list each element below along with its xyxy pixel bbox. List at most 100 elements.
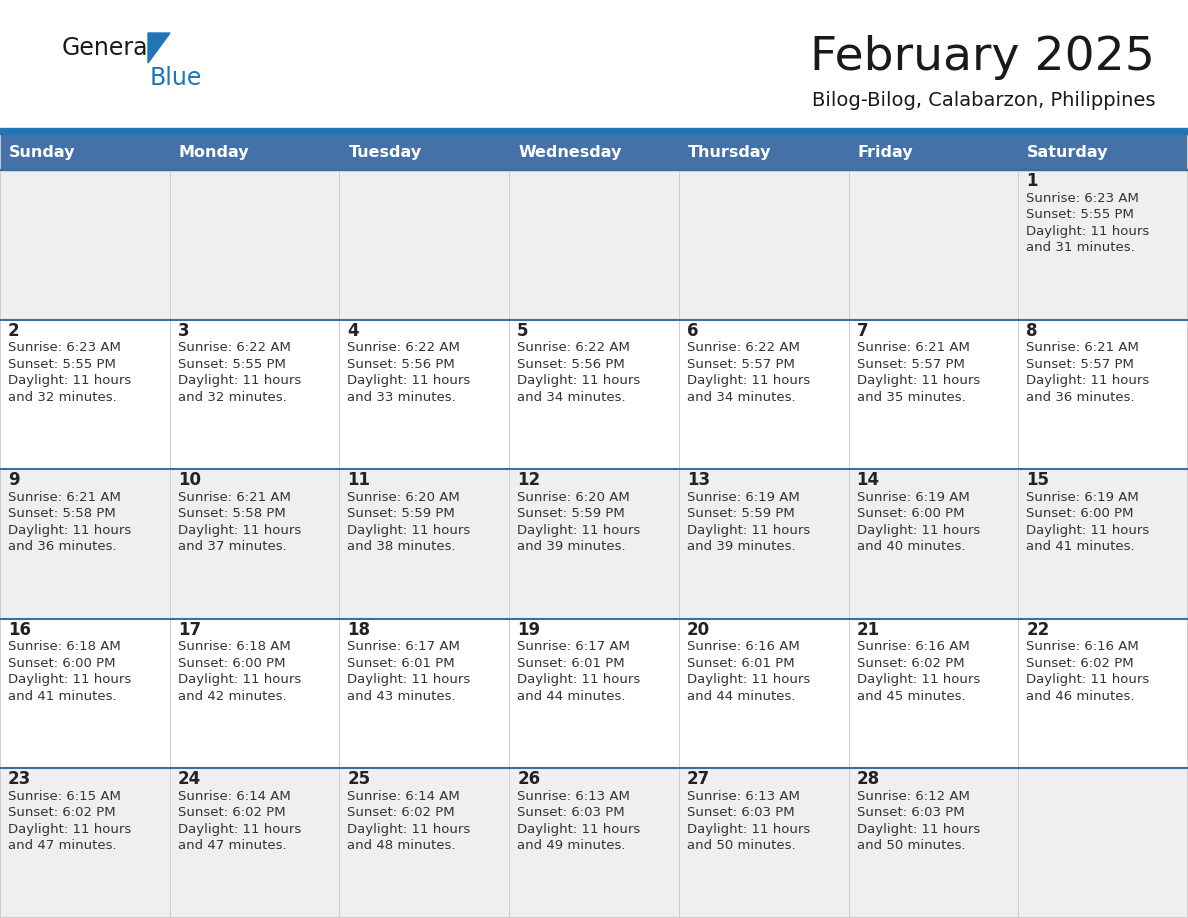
Text: Sunrise: 6:17 AM: Sunrise: 6:17 AM xyxy=(517,640,630,654)
Text: Daylight: 11 hours: Daylight: 11 hours xyxy=(8,823,131,836)
Text: Sunrise: 6:16 AM: Sunrise: 6:16 AM xyxy=(687,640,800,654)
Text: 11: 11 xyxy=(347,471,371,489)
Text: Tuesday: Tuesday xyxy=(348,144,422,160)
Text: Daylight: 11 hours: Daylight: 11 hours xyxy=(178,673,301,687)
Text: and 48 minutes.: and 48 minutes. xyxy=(347,839,456,853)
Text: Blue: Blue xyxy=(150,66,202,90)
Text: Sunset: 5:55 PM: Sunset: 5:55 PM xyxy=(8,358,116,371)
Text: Sunrise: 6:14 AM: Sunrise: 6:14 AM xyxy=(178,789,290,803)
Text: Sunset: 5:59 PM: Sunset: 5:59 PM xyxy=(347,508,455,521)
Text: Sunrise: 6:21 AM: Sunrise: 6:21 AM xyxy=(178,491,291,504)
Bar xyxy=(1018,134,1188,170)
Text: Sunrise: 6:16 AM: Sunrise: 6:16 AM xyxy=(1026,640,1139,654)
Text: Daylight: 11 hours: Daylight: 11 hours xyxy=(347,523,470,537)
Text: and 44 minutes.: and 44 minutes. xyxy=(687,689,795,703)
Text: 23: 23 xyxy=(8,770,31,789)
Text: and 44 minutes.: and 44 minutes. xyxy=(517,689,626,703)
Text: Sunset: 6:00 PM: Sunset: 6:00 PM xyxy=(1026,508,1133,521)
Text: Sunset: 6:02 PM: Sunset: 6:02 PM xyxy=(857,656,965,670)
Text: Daylight: 11 hours: Daylight: 11 hours xyxy=(857,823,980,836)
Text: Daylight: 11 hours: Daylight: 11 hours xyxy=(687,823,810,836)
Bar xyxy=(170,134,340,170)
Text: and 37 minutes.: and 37 minutes. xyxy=(178,540,286,554)
Text: 15: 15 xyxy=(1026,471,1049,489)
Text: and 41 minutes.: and 41 minutes. xyxy=(1026,540,1135,554)
Text: 1: 1 xyxy=(1026,172,1038,190)
Text: Sunrise: 6:15 AM: Sunrise: 6:15 AM xyxy=(8,789,121,803)
Text: 2: 2 xyxy=(8,321,20,340)
Bar xyxy=(848,134,1018,170)
Text: Daylight: 11 hours: Daylight: 11 hours xyxy=(687,523,810,537)
Text: Daylight: 11 hours: Daylight: 11 hours xyxy=(687,673,810,687)
Text: Sunrise: 6:22 AM: Sunrise: 6:22 AM xyxy=(687,341,800,354)
Text: 27: 27 xyxy=(687,770,710,789)
Text: and 39 minutes.: and 39 minutes. xyxy=(687,540,796,554)
Text: Sunrise: 6:14 AM: Sunrise: 6:14 AM xyxy=(347,789,460,803)
Text: Bilog-Bilog, Calabarzon, Philippines: Bilog-Bilog, Calabarzon, Philippines xyxy=(811,91,1155,109)
Text: Daylight: 11 hours: Daylight: 11 hours xyxy=(347,823,470,836)
Text: Sunset: 5:57 PM: Sunset: 5:57 PM xyxy=(687,358,795,371)
Text: 14: 14 xyxy=(857,471,879,489)
Text: 28: 28 xyxy=(857,770,879,789)
Text: and 46 minutes.: and 46 minutes. xyxy=(1026,689,1135,703)
Bar xyxy=(340,134,510,170)
Text: Sunset: 6:02 PM: Sunset: 6:02 PM xyxy=(1026,656,1133,670)
Text: Sunrise: 6:20 AM: Sunrise: 6:20 AM xyxy=(347,491,460,504)
Text: Sunrise: 6:19 AM: Sunrise: 6:19 AM xyxy=(857,491,969,504)
Text: 7: 7 xyxy=(857,321,868,340)
Bar xyxy=(0,128,1188,134)
Text: Daylight: 11 hours: Daylight: 11 hours xyxy=(1026,225,1150,238)
Text: 22: 22 xyxy=(1026,621,1049,639)
Text: 16: 16 xyxy=(8,621,31,639)
Text: and 49 minutes.: and 49 minutes. xyxy=(517,839,626,853)
Text: Sunset: 5:58 PM: Sunset: 5:58 PM xyxy=(8,508,115,521)
Text: Daylight: 11 hours: Daylight: 11 hours xyxy=(178,375,301,387)
Text: Sunrise: 6:22 AM: Sunrise: 6:22 AM xyxy=(517,341,630,354)
Text: 21: 21 xyxy=(857,621,879,639)
Text: Sunset: 6:03 PM: Sunset: 6:03 PM xyxy=(517,806,625,820)
Text: and 45 minutes.: and 45 minutes. xyxy=(857,689,965,703)
Text: and 34 minutes.: and 34 minutes. xyxy=(687,390,796,404)
Text: 3: 3 xyxy=(178,321,189,340)
Text: 20: 20 xyxy=(687,621,710,639)
Text: Sunrise: 6:22 AM: Sunrise: 6:22 AM xyxy=(347,341,460,354)
Text: and 41 minutes.: and 41 minutes. xyxy=(8,689,116,703)
Text: Sunrise: 6:23 AM: Sunrise: 6:23 AM xyxy=(8,341,121,354)
Text: Sunset: 6:02 PM: Sunset: 6:02 PM xyxy=(178,806,285,820)
Text: Sunrise: 6:21 AM: Sunrise: 6:21 AM xyxy=(1026,341,1139,354)
Text: Thursday: Thursday xyxy=(688,144,771,160)
Text: Sunset: 5:58 PM: Sunset: 5:58 PM xyxy=(178,508,285,521)
Text: Sunset: 5:59 PM: Sunset: 5:59 PM xyxy=(687,508,795,521)
Text: Sunrise: 6:13 AM: Sunrise: 6:13 AM xyxy=(517,789,630,803)
Text: Daylight: 11 hours: Daylight: 11 hours xyxy=(857,375,980,387)
Bar xyxy=(678,134,848,170)
Text: Monday: Monday xyxy=(178,144,249,160)
Bar xyxy=(510,134,678,170)
Text: and 36 minutes.: and 36 minutes. xyxy=(8,540,116,554)
Text: and 43 minutes.: and 43 minutes. xyxy=(347,689,456,703)
Text: Daylight: 11 hours: Daylight: 11 hours xyxy=(1026,375,1150,387)
Text: Daylight: 11 hours: Daylight: 11 hours xyxy=(857,523,980,537)
Text: 26: 26 xyxy=(517,770,541,789)
Text: and 31 minutes.: and 31 minutes. xyxy=(1026,241,1135,254)
Text: Sunset: 6:03 PM: Sunset: 6:03 PM xyxy=(857,806,965,820)
Text: Daylight: 11 hours: Daylight: 11 hours xyxy=(517,823,640,836)
Text: Sunset: 6:01 PM: Sunset: 6:01 PM xyxy=(347,656,455,670)
Text: Daylight: 11 hours: Daylight: 11 hours xyxy=(178,523,301,537)
Text: Sunrise: 6:22 AM: Sunrise: 6:22 AM xyxy=(178,341,291,354)
Text: Daylight: 11 hours: Daylight: 11 hours xyxy=(1026,673,1150,687)
Text: and 50 minutes.: and 50 minutes. xyxy=(857,839,965,853)
Text: 10: 10 xyxy=(178,471,201,489)
Text: and 34 minutes.: and 34 minutes. xyxy=(517,390,626,404)
Text: Saturday: Saturday xyxy=(1028,144,1108,160)
Polygon shape xyxy=(148,33,170,63)
Text: Sunset: 6:00 PM: Sunset: 6:00 PM xyxy=(857,508,965,521)
Text: 6: 6 xyxy=(687,321,699,340)
Text: Sunrise: 6:18 AM: Sunrise: 6:18 AM xyxy=(8,640,121,654)
Text: and 50 minutes.: and 50 minutes. xyxy=(687,839,796,853)
Text: and 47 minutes.: and 47 minutes. xyxy=(8,839,116,853)
Text: 17: 17 xyxy=(178,621,201,639)
Text: Sunset: 5:55 PM: Sunset: 5:55 PM xyxy=(1026,208,1135,221)
Text: Sunset: 5:56 PM: Sunset: 5:56 PM xyxy=(347,358,455,371)
Text: Sunrise: 6:12 AM: Sunrise: 6:12 AM xyxy=(857,789,969,803)
